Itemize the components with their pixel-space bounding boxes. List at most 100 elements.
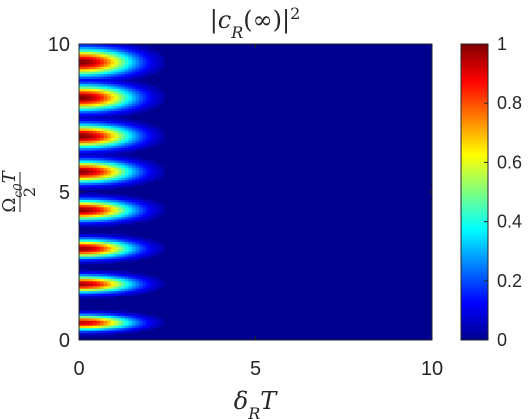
heatmap-cell xyxy=(117,199,122,203)
heatmap-cell xyxy=(107,51,112,55)
heatmap-cell xyxy=(82,258,87,262)
heatmap-cell xyxy=(139,140,144,144)
heatmap-cell xyxy=(107,145,112,149)
heatmap-cell xyxy=(142,169,147,173)
heatmap-cell xyxy=(107,73,112,77)
heatmap-cell xyxy=(117,194,122,198)
heatmap-cell xyxy=(86,46,91,50)
heatmap-cell xyxy=(103,184,108,188)
colorbar-tick-label: 0.4 xyxy=(497,212,522,232)
heatmap-cell xyxy=(82,214,87,218)
heatmap-cell xyxy=(107,194,112,198)
heatmap-cell xyxy=(103,246,108,250)
heatmap-cell xyxy=(86,179,91,183)
heatmap-cell xyxy=(139,71,144,75)
heatmap-cell xyxy=(149,206,154,210)
heatmap-cell xyxy=(117,310,122,314)
heatmap-cell xyxy=(103,93,108,97)
heatmap-cell xyxy=(103,63,108,67)
heatmap-cell xyxy=(82,98,87,102)
heatmap-cell xyxy=(128,317,133,321)
heatmap-cell xyxy=(110,145,115,149)
heatmap-cell xyxy=(146,285,151,289)
heatmap-cell xyxy=(89,194,94,198)
heatmap-cell xyxy=(79,253,84,257)
heatmap-cell xyxy=(128,172,133,176)
heatmap-cell xyxy=(117,211,122,215)
heatmap-cell xyxy=(131,221,136,225)
heatmap-cell xyxy=(93,68,98,72)
heatmap-cell xyxy=(146,71,151,75)
heatmap-cell xyxy=(114,150,119,154)
heatmap-cell xyxy=(128,100,133,104)
heatmap-cell xyxy=(131,66,136,70)
heatmap-cell xyxy=(86,85,91,89)
heatmap-cell xyxy=(139,68,144,72)
heatmap-cell xyxy=(117,44,122,47)
heatmap-cell xyxy=(82,150,87,154)
heatmap-cell xyxy=(121,330,126,334)
heatmap-cell xyxy=(89,118,94,121)
heatmap-cell xyxy=(124,184,129,188)
heatmap-cell xyxy=(146,288,151,292)
heatmap-cell xyxy=(124,199,129,203)
heatmap-cell xyxy=(128,127,133,131)
heatmap-cell xyxy=(142,145,147,149)
heatmap-cell xyxy=(93,56,98,60)
heatmap-cell xyxy=(100,150,105,154)
heatmap-cell xyxy=(131,219,136,223)
heatmap-cell xyxy=(114,83,119,87)
heatmap-cell xyxy=(146,95,151,99)
heatmap-cell xyxy=(153,283,158,287)
heatmap-cell xyxy=(121,288,126,292)
heatmap-cell xyxy=(79,246,84,250)
heatmap-cell xyxy=(79,187,84,191)
heatmap-cell xyxy=(160,56,165,60)
heatmap-cell xyxy=(124,159,129,163)
heatmap-cell xyxy=(153,93,158,97)
heatmap-cell xyxy=(100,58,105,62)
heatmap-cell xyxy=(82,147,87,151)
heatmap-cell xyxy=(86,169,91,173)
heatmap-cell xyxy=(110,327,115,331)
heatmap-cell xyxy=(103,216,108,220)
heatmap-cell xyxy=(96,110,101,114)
heatmap-cell xyxy=(100,115,105,119)
heatmap-cell xyxy=(86,283,91,287)
heatmap-cell xyxy=(117,246,122,250)
heatmap-cell xyxy=(82,199,87,203)
heatmap-cell xyxy=(96,211,101,215)
heatmap-cell xyxy=(79,113,84,117)
heatmap-cell xyxy=(107,209,112,213)
heatmap-cell xyxy=(114,164,119,168)
heatmap-cell xyxy=(153,253,158,257)
heatmap-cell xyxy=(121,132,126,136)
heatmap-cell xyxy=(160,280,165,284)
heatmap-cell xyxy=(124,201,129,205)
heatmap-cell xyxy=(124,51,129,55)
heatmap-cell xyxy=(103,103,108,107)
heatmap-cell xyxy=(110,115,115,119)
heatmap-cell xyxy=(107,221,112,225)
heatmap-cell xyxy=(107,110,112,114)
heatmap-cell xyxy=(128,61,133,65)
heatmap-cell xyxy=(131,48,136,52)
heatmap-cell xyxy=(86,44,91,47)
heatmap-cell xyxy=(93,122,98,126)
heatmap-cell xyxy=(96,278,101,282)
heatmap-cell xyxy=(100,61,105,65)
heatmap-cell xyxy=(117,253,122,257)
heatmap-cell xyxy=(142,142,147,146)
heatmap-cell xyxy=(89,127,94,131)
heatmap-cell xyxy=(153,90,158,94)
heatmap-cell xyxy=(135,211,140,215)
heatmap-cell xyxy=(135,330,140,334)
heatmap-cell xyxy=(153,98,158,102)
heatmap-cell xyxy=(96,275,101,279)
heatmap-cell xyxy=(93,164,98,168)
heatmap-cell xyxy=(121,127,126,131)
heatmap-cell xyxy=(100,201,105,205)
heatmap-cell xyxy=(93,127,98,131)
heatmap-cell xyxy=(142,322,147,326)
heatmap-cell xyxy=(139,243,144,247)
